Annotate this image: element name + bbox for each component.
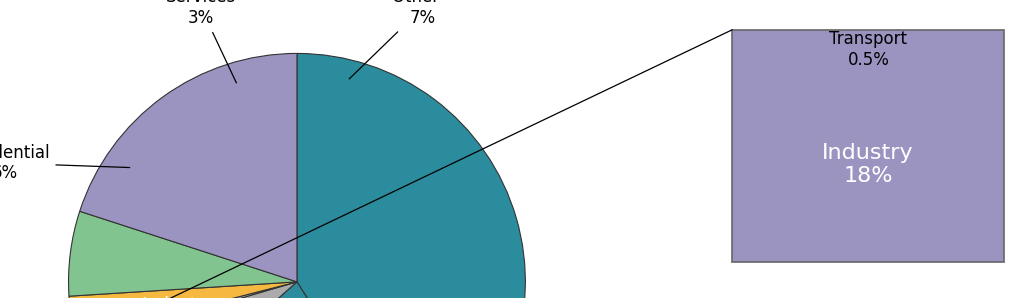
Wedge shape [80,53,297,282]
Wedge shape [69,282,297,298]
Text: Transport
0.5%: Transport 0.5% [829,30,907,69]
Text: Services
3%: Services 3% [166,0,237,83]
Wedge shape [69,211,297,296]
Text: Other *
7%: Other * 7% [349,0,453,79]
Wedge shape [126,282,420,298]
Text: Industry: Industry [141,296,215,298]
Text: Residential
6%: Residential 6% [0,144,130,182]
Wedge shape [78,282,297,298]
Text: Industry
18%: Industry 18% [822,143,913,186]
Wedge shape [297,53,525,298]
Wedge shape [76,282,297,298]
